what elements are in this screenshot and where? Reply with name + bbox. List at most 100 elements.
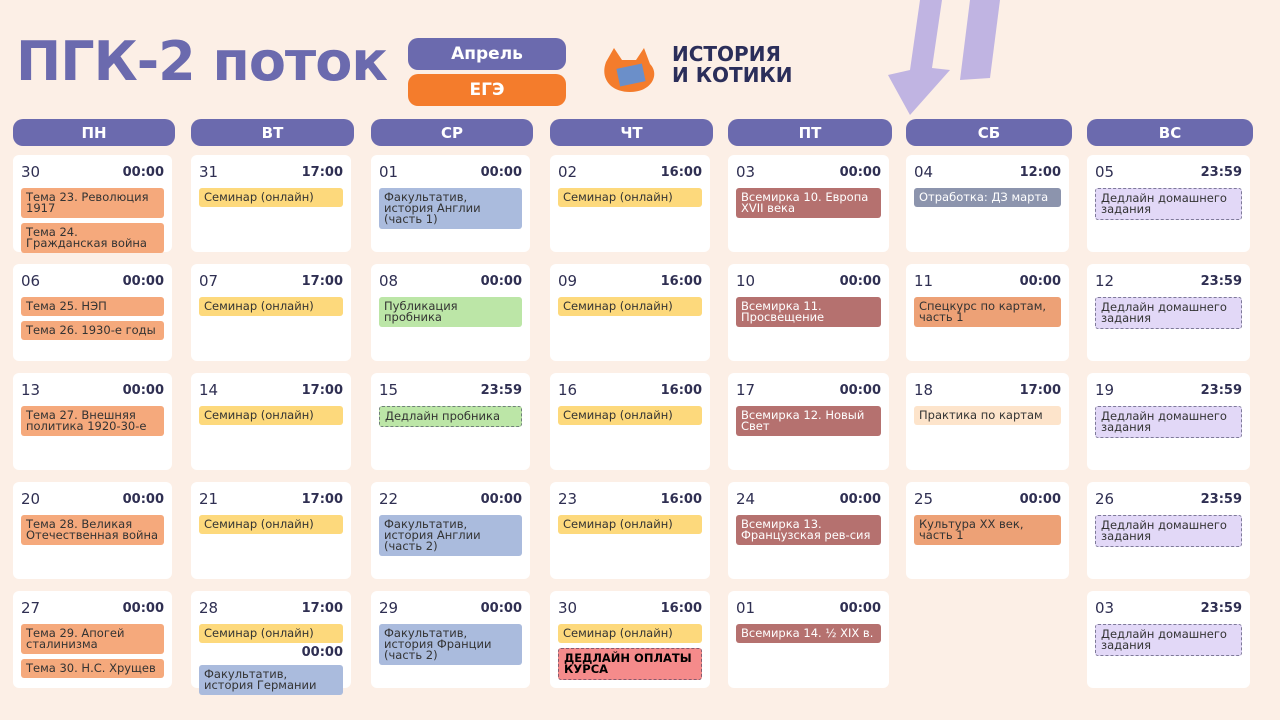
time: 00:00 — [122, 164, 164, 180]
event: Семинар (онлайн) — [558, 297, 702, 316]
time: 00:00 — [1019, 491, 1061, 507]
time: 17:00 — [301, 273, 343, 289]
event: Факультатив, история Германии — [199, 665, 343, 695]
event: Факультатив, история Англии (часть 1) — [379, 188, 522, 229]
cell-header: 23 16:00 — [558, 488, 702, 510]
day-cell: 14 17:00 Семинар (онлайн) — [191, 373, 351, 470]
day-cell: 31 17:00 Семинар (онлайн) — [191, 155, 351, 252]
time: 16:00 — [660, 164, 702, 180]
day-header: ПН — [13, 119, 175, 146]
day-cell: 21 17:00 Семинар (онлайн) — [191, 482, 351, 579]
day-cell: 30 00:00 Тема 23. Революция 1917 Тема 24. Г… — [13, 155, 172, 253]
time: 00:00 — [122, 382, 164, 398]
cell-header: 30 16:00 — [558, 597, 702, 619]
cell-header: 02 16:00 — [558, 161, 702, 183]
time: 00:00 — [480, 164, 522, 180]
event: Факультатив, история Англии (часть 2) — [379, 515, 522, 556]
time: 23:59 — [1200, 273, 1242, 289]
time: 23:59 — [1200, 164, 1242, 180]
event: Тема 28. Великая Отечественная война — [21, 515, 164, 545]
time: 17:00 — [1019, 382, 1061, 398]
date: 22 — [379, 490, 399, 508]
cell-header: 13 00:00 — [21, 379, 164, 401]
event: Тема 23. Революция 1917 — [21, 188, 164, 218]
cell-header: 24 00:00 — [736, 488, 881, 510]
event: Дедлайн домашнего задания — [1095, 188, 1242, 220]
day-cell: 19 23:59 Дедлайн домашнего задания — [1087, 373, 1250, 470]
date: 09 — [558, 272, 578, 290]
cell-header: 03 23:59 — [1095, 597, 1242, 619]
cell-header: 09 16:00 — [558, 270, 702, 292]
time: 00:00 — [839, 273, 881, 289]
time: 00:00 — [480, 600, 522, 616]
event: Тема 29. Апогей сталинизма — [21, 624, 164, 654]
event: Тема 24. Гражданская война — [21, 223, 164, 253]
date: 04 — [914, 163, 934, 181]
event: Тема 30. Н.С. Хрущев — [21, 659, 164, 678]
time: 23:59 — [1200, 491, 1242, 507]
event: Культура XX век, часть 1 — [914, 515, 1061, 545]
date: 03 — [1095, 599, 1115, 617]
day-header: ВТ — [191, 119, 354, 146]
day-cell: 05 23:59 Дедлайн домашнего задания — [1087, 155, 1250, 252]
cell-header: 21 17:00 — [199, 488, 343, 510]
day-cell: 09 16:00 Семинар (онлайн) — [550, 264, 710, 361]
time: 17:00 — [301, 600, 343, 616]
date: 08 — [379, 272, 399, 290]
date: 07 — [199, 272, 219, 290]
day-cell: 06 00:00 Тема 25. НЭП Тема 26. 1930-е годы — [13, 264, 172, 361]
time: 16:00 — [660, 382, 702, 398]
time: 00:00 — [1019, 273, 1061, 289]
time: 12:00 — [1019, 164, 1061, 180]
day-cell: 23 16:00 Семинар (онлайн) — [550, 482, 710, 579]
event: Всемирка 14. ½ XIX в. — [736, 624, 881, 643]
event: Семинар (онлайн) — [199, 297, 343, 316]
date: 17 — [736, 381, 756, 399]
date: 20 — [21, 490, 41, 508]
time: 17:00 — [301, 382, 343, 398]
day-cell: 28 17:00 Семинар (онлайн) 00:00 Факультатив,… — [191, 591, 351, 695]
time: 16:00 — [660, 273, 702, 289]
date: 21 — [199, 490, 219, 508]
day-cell: 29 00:00 Факультатив, история Франции (час… — [371, 591, 530, 688]
event: Всемирка 10. Европа XVII века — [736, 188, 881, 218]
cell-header: 04 12:00 — [914, 161, 1061, 183]
time: 17:00 — [301, 491, 343, 507]
date: 19 — [1095, 381, 1115, 399]
event: Практика по картам — [914, 406, 1061, 425]
event: Семинар (онлайн) — [558, 406, 702, 425]
time: 16:00 — [660, 491, 702, 507]
day-cell: 27 00:00 Тема 29. Апогей сталинизма Тема 30… — [13, 591, 172, 688]
date: 11 — [914, 272, 934, 290]
cell-header: 17 00:00 — [736, 379, 881, 401]
cell-header: 26 23:59 — [1095, 488, 1242, 510]
event: Тема 26. 1930-е годы — [21, 321, 164, 340]
title: ПГК-2 поток — [16, 30, 388, 93]
exam-pill: ЕГЭ — [408, 74, 566, 106]
decoration — [888, 0, 1000, 115]
event: Дедлайн домашнего задания — [1095, 515, 1242, 547]
cell-header: 20 00:00 — [21, 488, 164, 510]
cell-header: 07 17:00 — [199, 270, 343, 292]
day-header: ВС — [1087, 119, 1253, 146]
day-cell: 01 00:00 Всемирка 14. ½ XIX в. — [728, 591, 889, 688]
time: 00:00 — [839, 382, 881, 398]
cell-header: 28 17:00 — [199, 597, 343, 619]
day-cell: 08 00:00 Публикация пробника — [371, 264, 530, 361]
time: 00:00 — [122, 600, 164, 616]
cell-header: 06 00:00 — [21, 270, 164, 292]
day-cell: 24 00:00 Всемирка 13. Французская рев-сия — [728, 482, 889, 579]
cell-header: 08 00:00 — [379, 270, 522, 292]
day-cell: 03 23:59 Дедлайн домашнего задания — [1087, 591, 1250, 688]
time: 23:59 — [1200, 600, 1242, 616]
date: 14 — [199, 381, 219, 399]
cell-header: 01 00:00 — [379, 161, 522, 183]
cell-header: 18 17:00 — [914, 379, 1061, 401]
cell-header: 30 00:00 — [21, 161, 164, 183]
date: 15 — [379, 381, 399, 399]
time: 00:00 — [122, 273, 164, 289]
event: Тема 27. Внешняя политика 1920-30-е — [21, 406, 164, 436]
month-pill: Апрель — [408, 38, 566, 70]
event: Семинар (онлайн) — [558, 515, 702, 534]
event: Семинар (онлайн) — [199, 515, 343, 534]
